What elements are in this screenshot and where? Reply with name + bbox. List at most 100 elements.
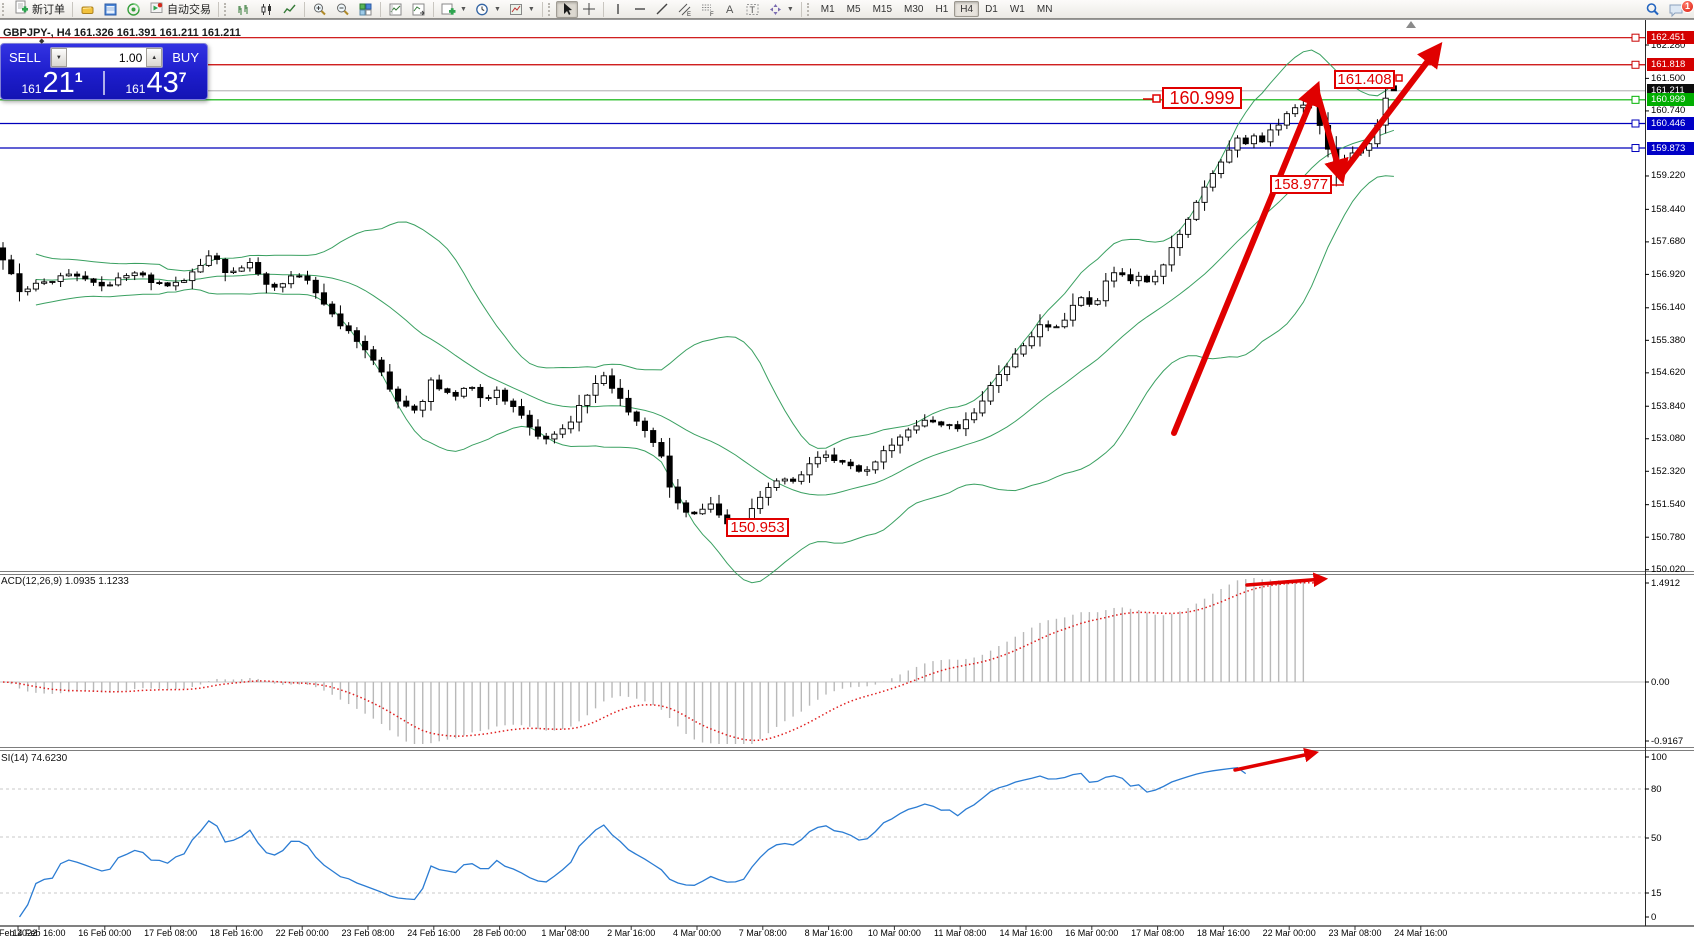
timeframes-menu-button[interactable]: ▼: [471, 1, 505, 18]
rsi-axis-tick: 100: [1651, 751, 1667, 763]
candlesticks: [0, 82, 1397, 530]
chat-button[interactable]: 1: [1664, 0, 1694, 18]
chevron-down-icon: ▼: [527, 5, 535, 13]
time-axis-label: 28 Feb 00:00: [473, 928, 527, 938]
price-level-badge: 160.446: [1647, 116, 1694, 130]
navigator-icon: [127, 2, 140, 16]
buy-button[interactable]: BUY: [172, 50, 199, 65]
toolbar: 新订单 自动交易 ▼: [0, 0, 1694, 19]
resistance-line-2-handle[interactable]: [1631, 60, 1640, 69]
toolbar-grip[interactable]: [547, 2, 553, 16]
vertical-line-tool-button[interactable]: [607, 1, 629, 18]
price-level-badge: 159.873: [1647, 141, 1694, 155]
buy-price-point: 7: [178, 69, 187, 85]
new-order-icon: [14, 0, 29, 18]
toolbar-grip[interactable]: [2, 2, 7, 16]
bollinger-upper: [35, 49, 1395, 449]
toolbar-separator: [541, 1, 543, 17]
volume-increase-button[interactable]: ▲: [146, 48, 163, 67]
tile-windows-button[interactable]: [354, 1, 377, 18]
price-axis-tick: 160.740: [1651, 105, 1686, 117]
horizontal-line-tool-button[interactable]: [629, 1, 651, 18]
impulse-up-arrow[interactable]: [1171, 80, 1322, 436]
timeframe-H1[interactable]: H1: [935, 3, 949, 15]
navigator-button[interactable]: [122, 1, 145, 18]
annotation-161408[interactable]: 161.408: [1334, 70, 1395, 89]
bar-chart-mode-button[interactable]: [232, 1, 255, 18]
chart-shift-button[interactable]: [407, 1, 430, 18]
annotation-158977[interactable]: 158.977: [1270, 175, 1332, 194]
search-button[interactable]: [1641, 1, 1664, 18]
level-line-160999-handle[interactable]: [1631, 95, 1640, 104]
price-divider: [103, 71, 105, 95]
pullback-down-arrow[interactable]: [1313, 86, 1349, 185]
price-axis-tick: 156.140: [1651, 302, 1686, 314]
annotation-160999[interactable]: 160.999: [1162, 87, 1242, 109]
channel-tool-button[interactable]: E: [673, 1, 696, 18]
timeframe-M15[interactable]: M15: [872, 3, 893, 15]
rsi-line: [18, 767, 1247, 918]
rsi-trend-arrow[interactable]: [1233, 747, 1320, 772]
chevron-down-icon: ▼: [460, 5, 467, 13]
scroll-to-end-marker[interactable]: [1406, 21, 1416, 28]
toolbar-separator: [218, 1, 219, 17]
annotation-150953[interactable]: 150.953: [726, 518, 789, 537]
price-axis-tick: 155.380: [1651, 334, 1686, 346]
candlestick-mode-button[interactable]: [255, 1, 278, 18]
macd-axis-tick: 1.4912: [1651, 577, 1681, 589]
resistance-line-1-handle[interactable]: [1631, 33, 1640, 42]
market-watch-button[interactable]: [76, 1, 99, 18]
zoom-in-icon: [314, 3, 326, 15]
crosshair-tool-button[interactable]: [578, 1, 600, 18]
text-tool-button[interactable]: A: [719, 1, 741, 18]
volume-input[interactable]: [66, 48, 147, 67]
timeframe-M1[interactable]: M1: [820, 3, 835, 15]
line-chart-mode-button[interactable]: [278, 1, 301, 18]
price-level-badge: 161.818: [1647, 58, 1694, 72]
autotrade-button[interactable]: 自动交易: [145, 1, 215, 18]
support-line-1-handle[interactable]: [1631, 119, 1640, 128]
new-order-button[interactable]: 新订单: [10, 0, 69, 18]
cursor-icon: [563, 3, 572, 15]
buy-price[interactable]: 161 43 7: [105, 69, 207, 99]
trendline-tool-button[interactable]: [651, 1, 673, 18]
one-click-panel-anchor[interactable]: ◆: [39, 38, 45, 45]
toolbar-grip[interactable]: [806, 2, 812, 16]
toolbar-grip[interactable]: [224, 2, 229, 16]
template-button[interactable]: ▼: [505, 1, 539, 18]
sell-button[interactable]: SELL: [9, 50, 41, 65]
zoom-out-button[interactable]: [331, 1, 354, 18]
timeframe-H4[interactable]: H4: [954, 1, 980, 17]
indicator-list-button[interactable]: [384, 1, 407, 18]
add-indicator-button[interactable]: ▼: [437, 1, 471, 18]
trendline-icon: [656, 3, 668, 15]
svg-text:E: E: [687, 12, 691, 17]
support-line-2-handle[interactable]: [1631, 144, 1640, 153]
line-chart-icon: [283, 4, 296, 13]
toolbar-separator: [72, 1, 73, 17]
price-axis-tick: 157.680: [1651, 236, 1686, 248]
zoom-in-button[interactable]: [308, 1, 331, 18]
fibonacci-tool-button[interactable]: F: [696, 1, 719, 18]
text-label-tool-button[interactable]: T: [741, 1, 764, 18]
market-watch-icon: [81, 6, 94, 14]
toolbar-separator: [433, 1, 434, 17]
arrows-tool-button[interactable]: ▼: [764, 1, 798, 18]
cursor-tool-button[interactable]: [555, 0, 578, 18]
autotrade-icon: [149, 0, 164, 18]
timeframe-MN[interactable]: MN: [1036, 3, 1053, 15]
volume-decrease-button[interactable]: ▼: [50, 48, 67, 67]
timeframe-M5[interactable]: M5: [846, 3, 861, 15]
time-axis-label: 17 Feb 08:00: [144, 928, 198, 938]
timeframe-W1[interactable]: W1: [1009, 3, 1025, 15]
timeframe-M30[interactable]: M30: [904, 3, 924, 15]
macd-trend-arrow[interactable]: [1245, 572, 1329, 588]
sell-price[interactable]: 161 21 1: [1, 69, 103, 99]
projection-up-arrow[interactable]: [1339, 41, 1443, 177]
timeframe-D1[interactable]: D1: [985, 3, 998, 15]
annotation-arrows: [1143, 41, 1443, 772]
data-window-button[interactable]: [99, 1, 122, 18]
time-axis-label: 18 Mar 16:00: [1196, 928, 1250, 938]
